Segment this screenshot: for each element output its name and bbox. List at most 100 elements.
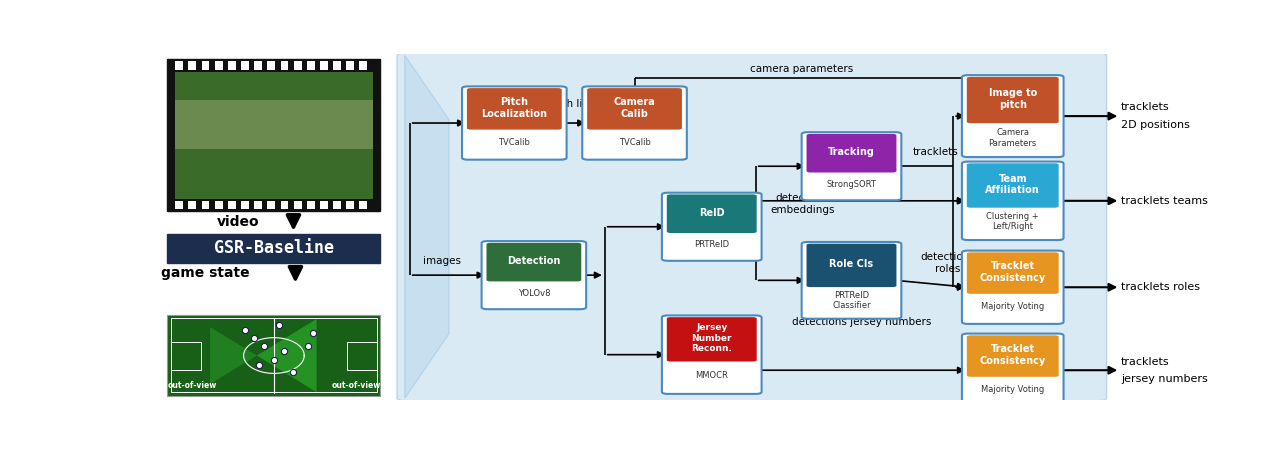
Text: TVCalib: TVCalib [619, 138, 651, 147]
FancyBboxPatch shape [175, 62, 183, 70]
FancyBboxPatch shape [397, 53, 1107, 401]
FancyBboxPatch shape [188, 201, 197, 209]
Text: images: images [422, 256, 462, 266]
Text: detections jersey numbers: detections jersey numbers [792, 317, 932, 327]
Text: Tracklet
Consistency: Tracklet Consistency [980, 344, 1045, 366]
FancyBboxPatch shape [168, 315, 381, 396]
Text: Jersey
Number
Reconn.: Jersey Number Reconn. [691, 323, 733, 353]
FancyBboxPatch shape [280, 201, 289, 209]
FancyBboxPatch shape [255, 62, 262, 70]
Text: PRTReID: PRTReID [694, 240, 729, 249]
Text: Tracklet
Consistency: Tracklet Consistency [980, 261, 1045, 283]
FancyBboxPatch shape [168, 233, 381, 263]
FancyBboxPatch shape [962, 251, 1063, 324]
Polygon shape [211, 327, 257, 384]
FancyBboxPatch shape [228, 201, 236, 209]
FancyBboxPatch shape [487, 243, 581, 282]
Text: Clustering +
Left/Right: Clustering + Left/Right [986, 212, 1039, 231]
FancyBboxPatch shape [280, 62, 289, 70]
Polygon shape [257, 319, 317, 392]
Text: Team
Affiliation: Team Affiliation [985, 174, 1040, 195]
FancyBboxPatch shape [962, 75, 1063, 157]
FancyBboxPatch shape [359, 62, 367, 70]
Text: Image to
pitch: Image to pitch [989, 88, 1037, 110]
FancyBboxPatch shape [214, 201, 223, 209]
Text: out-of-view: out-of-view [332, 381, 381, 390]
FancyBboxPatch shape [359, 201, 367, 209]
FancyBboxPatch shape [583, 86, 687, 160]
FancyBboxPatch shape [962, 162, 1063, 240]
FancyBboxPatch shape [967, 163, 1059, 208]
Text: Camera
Parameters: Camera Parameters [989, 128, 1037, 148]
FancyBboxPatch shape [667, 194, 757, 233]
FancyBboxPatch shape [175, 72, 373, 199]
Text: tracklets: tracklets [1121, 102, 1170, 112]
FancyBboxPatch shape [662, 316, 762, 394]
FancyBboxPatch shape [467, 88, 561, 130]
FancyBboxPatch shape [255, 201, 262, 209]
FancyBboxPatch shape [962, 334, 1063, 407]
Text: Tracking: Tracking [828, 147, 875, 157]
Text: ReID: ReID [699, 208, 725, 218]
FancyBboxPatch shape [306, 201, 315, 209]
FancyBboxPatch shape [214, 62, 223, 70]
FancyBboxPatch shape [241, 62, 248, 70]
Text: game state: game state [161, 266, 250, 281]
FancyBboxPatch shape [333, 62, 340, 70]
FancyBboxPatch shape [228, 62, 236, 70]
FancyBboxPatch shape [294, 201, 301, 209]
FancyBboxPatch shape [588, 88, 682, 130]
Text: TVCalib: TVCalib [498, 138, 531, 147]
Text: MMOCR: MMOCR [695, 371, 728, 380]
FancyBboxPatch shape [967, 77, 1059, 123]
FancyBboxPatch shape [188, 62, 197, 70]
Text: out-of-view: out-of-view [168, 381, 217, 390]
FancyBboxPatch shape [306, 62, 315, 70]
FancyBboxPatch shape [802, 132, 902, 200]
Text: Majority Voting: Majority Voting [981, 302, 1044, 311]
FancyBboxPatch shape [807, 134, 897, 172]
FancyBboxPatch shape [462, 86, 566, 160]
Polygon shape [405, 56, 449, 398]
Text: YOLOv8: YOLOv8 [517, 289, 550, 298]
FancyBboxPatch shape [347, 201, 354, 209]
FancyBboxPatch shape [294, 62, 301, 70]
Text: detections
roles: detections roles [921, 252, 975, 274]
FancyBboxPatch shape [267, 201, 275, 209]
FancyBboxPatch shape [175, 100, 373, 149]
FancyBboxPatch shape [168, 59, 381, 211]
FancyBboxPatch shape [482, 241, 586, 309]
FancyBboxPatch shape [807, 244, 897, 287]
FancyBboxPatch shape [802, 242, 902, 319]
FancyBboxPatch shape [241, 201, 248, 209]
Text: PRTReID
Classifier: PRTReID Classifier [832, 291, 871, 310]
FancyBboxPatch shape [333, 201, 340, 209]
Text: StrongSORT: StrongSORT [826, 180, 876, 189]
FancyBboxPatch shape [320, 201, 328, 209]
Text: video: video [217, 215, 260, 229]
FancyBboxPatch shape [967, 335, 1059, 377]
FancyBboxPatch shape [267, 62, 275, 70]
FancyBboxPatch shape [202, 201, 209, 209]
FancyBboxPatch shape [202, 62, 209, 70]
Text: detections: detections [820, 257, 875, 267]
FancyBboxPatch shape [662, 193, 762, 261]
FancyBboxPatch shape [320, 62, 328, 70]
Text: Role Cls: Role Cls [830, 260, 874, 269]
Text: Pitch
Localization: Pitch Localization [482, 97, 547, 119]
Text: Camera
Calib: Camera Calib [614, 97, 656, 119]
FancyBboxPatch shape [347, 62, 354, 70]
Text: tracklets roles: tracklets roles [1121, 282, 1200, 292]
FancyBboxPatch shape [967, 252, 1059, 294]
Text: 2D positions: 2D positions [1121, 120, 1190, 130]
FancyBboxPatch shape [175, 201, 183, 209]
Text: tracklets: tracklets [1121, 357, 1170, 366]
Text: GSR-Baseline: GSR-Baseline [214, 239, 334, 257]
Text: tracklets teams: tracklets teams [1121, 196, 1208, 206]
Text: tracklets: tracklets [913, 147, 958, 158]
Text: pitch lines: pitch lines [547, 99, 601, 109]
Text: detections
embeddings: detections embeddings [770, 194, 835, 215]
Text: camera parameters: camera parameters [749, 65, 852, 75]
Text: Majority Voting: Majority Voting [981, 385, 1044, 394]
Text: jersey numbers: jersey numbers [1121, 374, 1208, 384]
